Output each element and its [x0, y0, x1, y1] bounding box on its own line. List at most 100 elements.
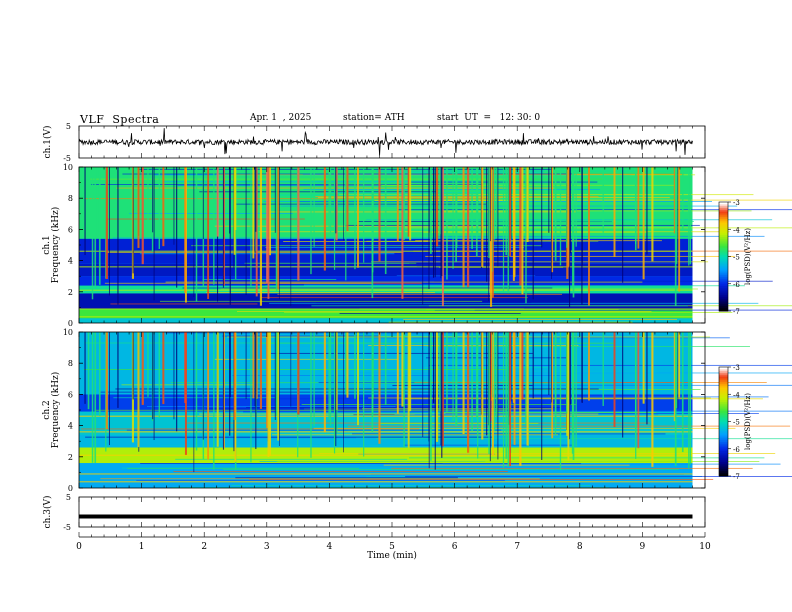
ch1-spectrogram-sferic: [471, 167, 473, 249]
ch2-spectrogram-sferic: [646, 332, 648, 425]
ch3-waveform-ytick-label: -5: [63, 523, 71, 532]
ch2-spectrogram-sferic: [462, 332, 465, 435]
ch2-spectrogram-sferic: [688, 332, 690, 469]
ch2-spectrogram-ytick-label: 4: [68, 422, 73, 431]
ch1-spectrogram-line: [403, 319, 678, 320]
ch1-spectrogram-sferic: [575, 167, 577, 247]
ch2-colorbar-cell: [719, 372, 728, 375]
ch1-spectrogram-band: [79, 285, 693, 294]
ch2-colorbar-cell: [719, 408, 728, 412]
xtick-label: 10: [699, 542, 711, 552]
ch2-spectrogram-sferic: [275, 332, 278, 417]
ch1-colorbar-cell: [719, 301, 728, 305]
ch2-spectrogram-sferic: [455, 332, 457, 427]
ch1-spectrogram-sferic: [255, 167, 258, 297]
ch2-colorbar-cell: [719, 456, 728, 459]
ch2-colorbar-cell: [719, 472, 728, 475]
ch2-colorbar-cell: [719, 388, 728, 392]
ch1-colorbar-cell: [719, 245, 728, 248]
ch1-spectrogram-sferic: [252, 167, 255, 259]
ch2-spectrogram-line: [391, 467, 753, 469]
ch2-spectrogram-line: [173, 471, 508, 473]
ch2-spectrogram-line: [140, 463, 582, 465]
ch1-spectrogram-sferic: [91, 167, 94, 300]
ch2-spectrogram-line: [368, 397, 711, 399]
ch2-spectrogram-sferic: [428, 332, 430, 469]
ch1-colorbar-cell: [719, 272, 728, 276]
ch1-colorbar-cell: [719, 236, 728, 239]
ch1-spectrogram-line: [110, 303, 258, 305]
ch1-spectrogram-sferic: [513, 167, 516, 277]
ch2-spectrogram-sferic: [396, 332, 399, 414]
ch2-spectrogram-sferic: [613, 332, 616, 428]
ch1-spectrogram-line: [220, 288, 698, 290]
ch2-spectrogram-line: [214, 358, 399, 360]
ch1-colorbar-tick-label: -3: [733, 199, 740, 207]
ch2-spectrogram-sferic: [371, 332, 374, 432]
ch1-spectrogram-sferic: [141, 167, 144, 265]
ch1-spectrogram-line: [129, 212, 293, 214]
ch2-colorbar-cell: [719, 377, 728, 381]
ch2-spectrogram-sferic: [439, 332, 441, 412]
ch2-colorbar-cell: [719, 430, 728, 433]
ch1-spectrogram-sferic: [446, 167, 448, 280]
ch1-spectrogram-sferic: [229, 167, 231, 305]
ch2-spectrogram-line: [313, 427, 736, 429]
ch2-spectrogram-sferic: [567, 332, 570, 461]
ch1-colorbar-cell: [719, 212, 728, 216]
ch2-spectrogram-sferic: [195, 332, 198, 451]
ch2-spectrogram-ylabel-2: Frequency (kHz): [50, 372, 61, 449]
ch2-spectrogram-sferic: [430, 332, 432, 461]
ch2-spectrogram-sferic: [526, 332, 529, 446]
ch2-spectrogram-line: [405, 476, 792, 477]
ch2-spectrogram-line: [170, 382, 348, 384]
ch2-colorbar-cell: [719, 446, 728, 450]
ch1-colorbar-cell: [719, 240, 728, 243]
ch1-spectrogram-sferic: [613, 167, 616, 258]
xaxis-label: Time (min): [367, 550, 417, 561]
xtick-label: 1: [139, 542, 145, 552]
ch1-waveform-ylabel: ch.1(V): [42, 126, 53, 159]
ch1-colorbar-cell: [719, 303, 728, 307]
ch2-spectrogram-line: [445, 413, 759, 414]
ch2-spectrogram-line: [414, 382, 767, 383]
ch1-spectrogram-sferic: [403, 167, 405, 241]
ch2-colorbar: [718, 366, 731, 477]
ch2-spectrogram-line: [345, 382, 615, 384]
ch2-colorbar-cell: [719, 367, 728, 370]
ch1-spectrogram-sferic: [335, 167, 338, 241]
ch1-spectrogram-ytick-label: 8: [68, 194, 73, 203]
ch1-spectrogram-sferic: [229, 167, 231, 234]
ch2-colorbar-cell: [719, 474, 728, 477]
ch1-colorbar-cell: [719, 227, 728, 230]
ch1-colorbar-cell: [719, 289, 728, 292]
ch2-spectrogram-sferic: [554, 332, 557, 436]
ch1-spectrogram-line: [235, 203, 487, 205]
ch2-spectrogram-sferic: [489, 332, 491, 462]
ch1-spectrogram-sferic: [519, 167, 522, 286]
ch1-spectrogram-sferic: [526, 167, 529, 243]
ch1-colorbar-cell: [719, 258, 728, 261]
start-ut-label: start UT = 12: 30: 0: [437, 113, 541, 123]
ch2-spectrogram-line: [235, 477, 458, 479]
ch1-colorbar-cell: [719, 209, 728, 212]
ch2-colorbar-cell: [719, 461, 728, 464]
ch1-spectrogram-line: [164, 181, 478, 183]
ch2-spectrogram-sferic: [525, 332, 527, 425]
ch1-spectrogram-sferic: [222, 167, 224, 288]
ch2-spectrogram-sferic: [87, 332, 90, 410]
ch1-spectrogram-line: [388, 321, 633, 323]
ch1-colorbar-cell: [719, 276, 728, 279]
ch1-spectrogram-sferic: [269, 167, 272, 256]
ch2-spectrogram-sferic: [207, 332, 210, 460]
ch2-spectrogram-line: [368, 345, 579, 347]
ch2-colorbar-cell: [719, 457, 728, 461]
xtick-label: 4: [327, 542, 333, 552]
ch1-spectrogram-sferic: [354, 167, 356, 270]
xtick-label: 0: [76, 542, 82, 552]
ch2-spectrogram-sferic: [551, 332, 554, 439]
ch2-spectrogram-line: [249, 478, 714, 480]
ch2-spectrogram-band: [79, 463, 693, 488]
ch2-spectrogram-sferic: [357, 332, 359, 426]
ch1-spectrogram-sferic: [329, 167, 332, 233]
